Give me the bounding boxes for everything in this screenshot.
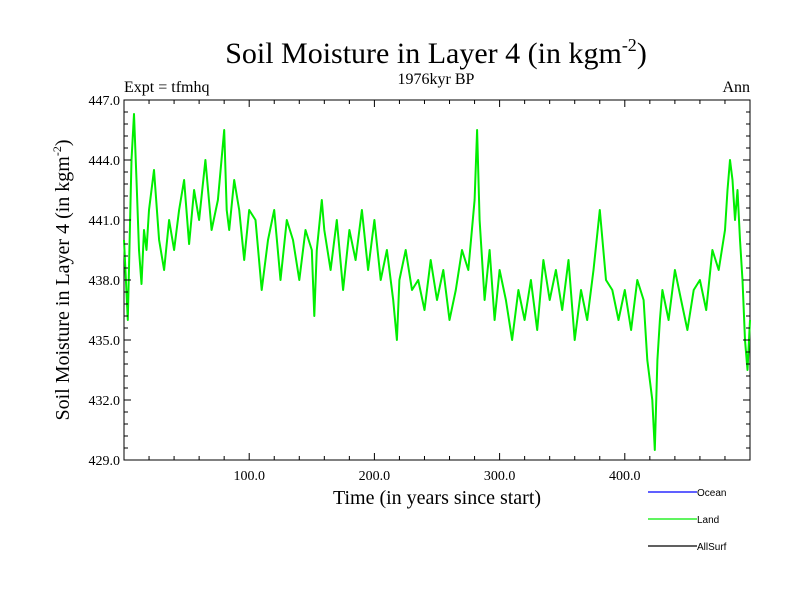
y-tick-label: 438.0 bbox=[89, 274, 121, 289]
legend-label-ocean: Ocean bbox=[697, 488, 726, 499]
y-tick-label: 441.0 bbox=[89, 214, 121, 229]
y-tick-label: 435.0 bbox=[89, 334, 121, 349]
y-tick-label: 447.0 bbox=[89, 94, 121, 109]
legend-label-allsurf: AllSurf bbox=[697, 542, 727, 553]
plot-area bbox=[123, 99, 751, 461]
x-axis: 100.0 200.0 300.0 400.0 bbox=[148, 100, 726, 484]
y-axis: 429.0 432.0 435.0 438.0 441.0 444.0 447.0 bbox=[89, 94, 750, 469]
x-tick-label: 200.0 bbox=[359, 469, 391, 484]
chart-subtitle: 1976kyr BP bbox=[398, 71, 475, 88]
legend: Ocean Land AllSurf bbox=[648, 488, 727, 553]
y-tick-label: 432.0 bbox=[89, 394, 121, 409]
experiment-label: Expt = tfmhq bbox=[124, 79, 209, 96]
x-tick-label: 400.0 bbox=[609, 469, 641, 484]
y-tick-label: 429.0 bbox=[89, 454, 121, 469]
y-axis-label: Soil Moisture in Layer 4 (in kgm-2) bbox=[50, 139, 74, 420]
x-axis-label: Time (in years since start) bbox=[333, 487, 541, 509]
chart-title: Soil Moisture in Layer 4 (in kgm-2) bbox=[225, 35, 647, 70]
season-label: Ann bbox=[722, 79, 750, 96]
x-tick-label: 300.0 bbox=[484, 469, 516, 484]
y-tick-label: 444.0 bbox=[89, 154, 121, 169]
x-tick-label: 100.0 bbox=[233, 469, 265, 484]
legend-label-land: Land bbox=[697, 515, 719, 526]
series-line-land bbox=[123, 113, 751, 451]
